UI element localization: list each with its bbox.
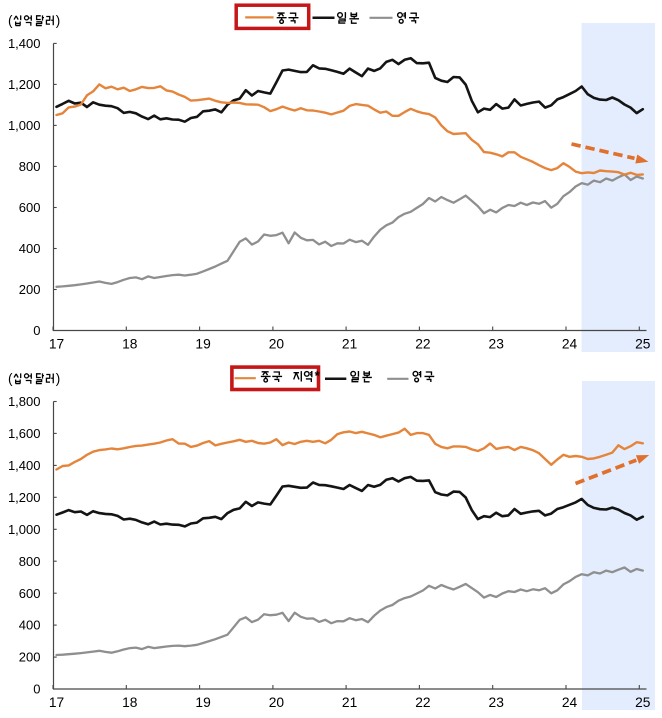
svg-text:1,400: 1,400 [8, 458, 41, 473]
svg-text:400: 400 [19, 618, 41, 633]
svg-text:600: 600 [19, 200, 41, 215]
svg-text:18: 18 [122, 337, 138, 352]
svg-text:1,800: 1,800 [8, 394, 41, 409]
svg-text:20: 20 [269, 695, 285, 710]
svg-text:1,000: 1,000 [8, 118, 41, 133]
svg-text:200: 200 [19, 650, 41, 665]
svg-text:400: 400 [19, 241, 41, 256]
svg-text:1,000: 1,000 [8, 522, 41, 537]
svg-text:(: ( [8, 13, 13, 28]
svg-text:*: * [315, 368, 321, 383]
svg-text:(: ( [8, 371, 13, 386]
svg-text:23: 23 [489, 337, 505, 352]
svg-text:17: 17 [49, 695, 64, 710]
svg-text:17: 17 [49, 337, 64, 352]
svg-text:1,200: 1,200 [8, 490, 41, 505]
svg-text:24: 24 [562, 695, 578, 710]
svg-text:1,200: 1,200 [8, 77, 41, 92]
svg-text:600: 600 [19, 586, 41, 601]
svg-text:): ) [56, 13, 61, 28]
svg-text:20: 20 [269, 337, 285, 352]
svg-text:21: 21 [342, 337, 357, 352]
svg-text:1,400: 1,400 [8, 36, 41, 51]
svg-text:0: 0 [33, 682, 40, 697]
svg-text:21: 21 [342, 695, 357, 710]
svg-text:0: 0 [33, 323, 40, 338]
svg-text:22: 22 [415, 337, 430, 352]
svg-text:800: 800 [19, 159, 41, 174]
svg-text:25: 25 [635, 695, 651, 710]
svg-text:18: 18 [122, 695, 138, 710]
svg-text:): ) [56, 371, 61, 386]
svg-text:800: 800 [19, 554, 41, 569]
svg-text:22: 22 [415, 695, 430, 710]
svg-text:1,600: 1,600 [8, 426, 41, 441]
svg-text:24: 24 [562, 337, 578, 352]
svg-text:23: 23 [489, 695, 505, 710]
svg-text:19: 19 [195, 695, 211, 710]
svg-text:200: 200 [19, 282, 41, 297]
svg-text:19: 19 [195, 337, 211, 352]
svg-text:25: 25 [635, 337, 651, 352]
